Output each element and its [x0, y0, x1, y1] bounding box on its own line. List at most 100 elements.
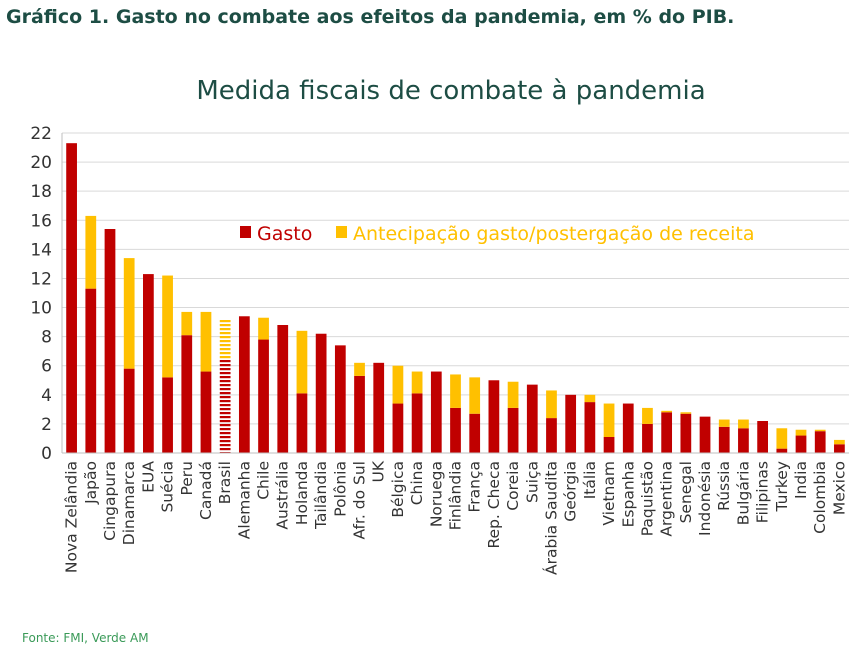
legend-label-antecipacao: Antecipação gasto/postergação de receita	[353, 223, 754, 245]
x-tick-label: Itália	[581, 461, 599, 499]
bar-gasto	[315, 333, 327, 453]
y-tick-label: 8	[41, 328, 52, 348]
bar-gasto	[565, 394, 577, 453]
bar-gasto	[162, 377, 173, 453]
bar-gasto	[507, 407, 519, 453]
bar-gasto	[795, 435, 807, 453]
bar-gasto	[814, 431, 826, 453]
x-tick-label: Finlândia	[447, 461, 465, 530]
bar-antecipacao	[814, 429, 826, 432]
source-note: Fonte: FMI, Verde AM	[22, 631, 149, 645]
bar-gasto	[219, 359, 231, 453]
bar-antecipacao	[795, 429, 807, 436]
bar-antecipacao	[546, 390, 557, 419]
y-tick-label: 22	[30, 124, 52, 144]
bar-gasto	[738, 428, 749, 453]
x-tick-label: Mexico	[830, 461, 848, 515]
y-tick-label: 18	[30, 182, 52, 202]
y-tick-label: 12	[30, 269, 52, 289]
bar-gasto	[277, 325, 289, 453]
x-tick-label: EUA	[139, 461, 157, 493]
x-tick-label: Colombia	[811, 461, 829, 534]
bar-gasto	[430, 371, 442, 453]
bar-antecipacao	[507, 381, 519, 408]
bar-antecipacao	[642, 407, 653, 424]
bar-antecipacao	[776, 428, 788, 449]
axes: 0 2 4 6 8 10 12 14 16 18 20 22 Nova Zelândia Japão Cin…	[30, 124, 849, 575]
legend-swatch-gasto	[240, 226, 251, 238]
x-tick-label: Filipinas	[754, 461, 772, 523]
x-tick-label: Polônia	[331, 461, 349, 517]
y-tick-label: 10	[30, 299, 52, 319]
y-tick-label: 0	[41, 444, 52, 464]
bars	[66, 143, 845, 453]
bar-antecipacao	[392, 365, 404, 404]
x-tick-label: Noruega	[427, 461, 445, 527]
x-tick-label: Brasil	[216, 461, 234, 504]
x-tick-label: Senegal	[677, 461, 695, 523]
x-tick-label: Suécia	[159, 461, 177, 513]
y-tick-label: 20	[30, 153, 52, 173]
y-tick-label: 2	[41, 415, 52, 435]
bar-antecipacao	[219, 319, 231, 360]
bar-antecipacao	[354, 362, 365, 376]
bar-gasto	[603, 437, 615, 453]
bar-antecipacao	[450, 374, 461, 408]
bar-gasto	[123, 368, 135, 453]
x-tick-label: Canadá	[197, 461, 215, 520]
bar-antecipacao	[411, 371, 423, 394]
bar-antecipacao	[469, 377, 481, 414]
bar-gasto	[661, 412, 673, 453]
bar-gasto	[622, 403, 634, 453]
bar-gasto	[238, 316, 250, 453]
bar-gasto	[334, 345, 346, 453]
bar-gasto	[181, 335, 193, 453]
bar-gasto	[757, 421, 768, 453]
chart-title: Medida fiscais de combate à pandemia	[196, 76, 705, 106]
legend: Gasto Antecipação gasto/postergação de r…	[240, 223, 754, 245]
x-tick-label: Alemanha	[235, 461, 253, 539]
bar-antecipacao	[661, 410, 673, 413]
legend-label-gasto: Gasto	[257, 223, 312, 245]
bar-gasto	[200, 371, 212, 453]
bar-antecipacao	[834, 439, 845, 445]
bar-gasto	[699, 416, 711, 453]
bar-gasto	[258, 339, 269, 453]
x-tick-label: Holanda	[293, 461, 311, 525]
bar-gasto	[392, 403, 404, 453]
x-tick-label: Espanha	[619, 461, 637, 527]
bar-gasto	[488, 380, 500, 453]
bar-gasto	[296, 393, 308, 453]
bar-antecipacao	[680, 412, 692, 414]
bar-antecipacao	[584, 394, 596, 403]
x-tick-label: India	[792, 461, 810, 499]
x-tick-label: França	[466, 461, 484, 513]
y-tick-label: 16	[30, 211, 52, 231]
bar-gasto	[680, 413, 692, 453]
bar-gasto	[450, 407, 461, 453]
bar-gasto	[718, 426, 730, 453]
figure-caption: Gráfico 1. Gasto no combate aos efeitos …	[6, 6, 735, 28]
x-tick-label: China	[408, 461, 426, 505]
x-tick-label: Rep. Checa	[485, 461, 503, 549]
bar-gasto	[354, 375, 365, 453]
x-tick-label: Bélgica	[389, 461, 407, 518]
bar-gasto	[373, 362, 385, 453]
x-tick-label: Rússia	[715, 461, 733, 511]
x-tick-label: Suiça	[523, 461, 541, 503]
y-tick-label: 14	[30, 240, 52, 260]
x-tick-label: Vietnam	[600, 461, 618, 526]
bar-antecipacao	[603, 403, 615, 437]
bar-gasto	[584, 402, 596, 453]
x-tick-label: Cingapura	[101, 461, 119, 541]
x-tick-label: Indonésia	[696, 461, 714, 536]
bar-gasto	[411, 393, 423, 453]
x-tick-label: Japão	[82, 461, 100, 505]
x-tick-label: Dinamarca	[120, 461, 138, 545]
bar-antecipacao	[85, 215, 97, 289]
x-tick-label: Árabia Saudita	[541, 461, 560, 575]
bar-antecipacao	[181, 311, 193, 336]
x-tick-label: Nova Zelândia	[63, 461, 81, 573]
bar-gasto	[66, 143, 77, 453]
